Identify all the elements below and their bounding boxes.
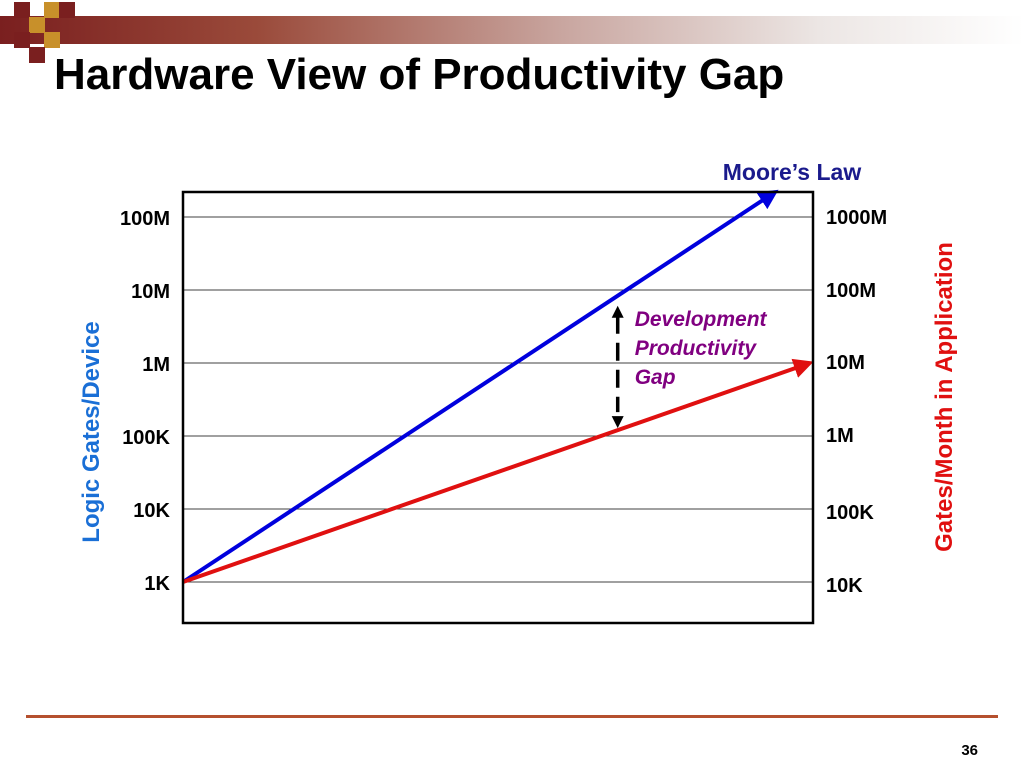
gap-label-line: Productivity	[635, 337, 758, 360]
gap-label-line: Development	[635, 308, 768, 331]
gap-arrowhead-up	[611, 305, 624, 318]
moores-law-line	[181, 189, 779, 584]
slide-title: Hardware View of Productivity Gap	[54, 50, 785, 99]
left-tick-label: 1K	[144, 573, 170, 595]
left-axis-label: Logic Gates/Device	[78, 321, 105, 542]
gap-label-line: Gap	[635, 366, 676, 389]
page-number: 36	[961, 742, 978, 759]
logo-square	[59, 2, 75, 18]
logo-square	[29, 17, 45, 33]
left-axis-ticks: 100M 10M 1M 100K 10K 1K	[120, 208, 171, 595]
grid-lines	[183, 216, 813, 583]
logo-square	[14, 2, 30, 18]
logo-square	[29, 47, 45, 63]
right-tick-label: 10M	[826, 352, 865, 374]
right-axis-ticks: 1000M 100M 10M 1M 100K 10K	[826, 207, 887, 597]
left-tick-label: 10K	[133, 500, 170, 522]
plot-frame	[181, 190, 815, 625]
left-tick-label: 100M	[120, 208, 170, 230]
logo-square	[14, 32, 30, 48]
left-tick-label: 1M	[142, 354, 170, 376]
right-tick-label: 100K	[826, 502, 874, 524]
right-tick-label: 1M	[826, 425, 854, 447]
logo-square	[44, 32, 60, 48]
right-axis-label: Gates/Month in Application	[931, 242, 958, 552]
left-tick-label: 10M	[131, 281, 170, 303]
header-gradient-bar	[0, 16, 1024, 44]
logo-square	[44, 2, 60, 18]
series-lines	[181, 189, 814, 584]
logo-squares	[0, 0, 80, 70]
right-tick-label: 100M	[826, 280, 876, 302]
gap-arrowhead-down	[611, 416, 624, 429]
left-tick-label: 100K	[122, 427, 170, 449]
right-tick-label: 1000M	[826, 207, 887, 229]
right-tick-label: 10K	[826, 575, 863, 597]
gap-annotation: Development Productivity Gap	[611, 305, 768, 429]
footer-rule	[26, 715, 998, 718]
productivity-line	[182, 358, 814, 584]
moores-law-label: Moore’s Law	[723, 159, 862, 185]
